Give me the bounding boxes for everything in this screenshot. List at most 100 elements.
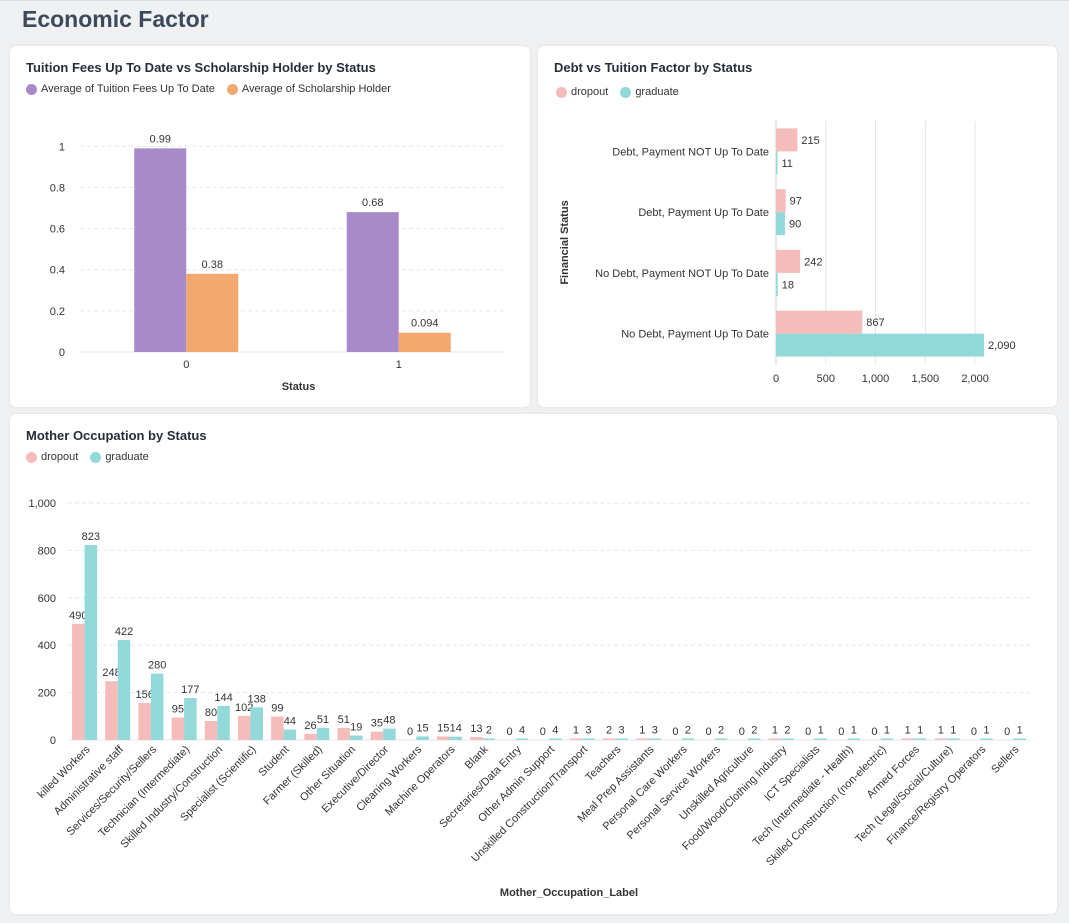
bar-graduate-11 <box>449 736 462 740</box>
bar-graduate-3 <box>776 333 985 357</box>
bar-dropout-17 <box>636 738 649 740</box>
legend-dot-dropout <box>26 451 37 463</box>
data-label: 0 <box>1004 726 1010 738</box>
data-label: 280 <box>148 660 166 672</box>
x-tick-label: 0 <box>183 359 189 371</box>
bar-dropout-2 <box>776 249 801 273</box>
data-label: 0.094 <box>411 318 439 330</box>
page-title: Economic Factor <box>22 6 209 32</box>
bar-graduate-15 <box>582 738 595 740</box>
bar-graduate-22 <box>814 738 827 740</box>
data-label: 2 <box>784 725 790 737</box>
y-axis-title: Financial Status <box>559 200 571 284</box>
data-label: 4 <box>552 725 558 737</box>
legend-item-graduate[interactable]: graduate <box>620 86 679 98</box>
data-label: 3 <box>652 725 658 737</box>
bar-graduate-12 <box>482 738 496 740</box>
data-label: 0 <box>838 726 844 738</box>
data-label: 51 <box>338 714 350 726</box>
legend-label-tuition-fees: Average of Tuition Fees Up To Date <box>41 83 215 95</box>
legend-label-dropout: dropout <box>41 451 79 463</box>
legend-label-dropout: dropout <box>571 86 609 98</box>
bar-graduate-1 <box>776 212 785 236</box>
bar-dropout-1 <box>105 681 118 740</box>
data-label: 144 <box>214 692 232 704</box>
bar-dropout-3 <box>776 310 863 334</box>
y-tick-label: 200 <box>38 688 56 700</box>
legend-item-graduate[interactable]: graduate <box>90 451 149 463</box>
data-label: 4 <box>519 725 525 737</box>
data-label: 2 <box>606 725 612 737</box>
legend-item-scholarship[interactable]: Average of Scholarship Holder <box>226 83 391 95</box>
data-label: 0 <box>971 726 977 738</box>
bar-graduate-7 <box>316 727 330 740</box>
bar-dropout-12 <box>470 736 483 740</box>
y-tick-label: 0.8 <box>50 182 65 194</box>
bar-graduate-10 <box>416 736 429 740</box>
debt-chart-title: Debt vs Tuition Factor by Status <box>554 60 753 75</box>
y-tick-label: 0 <box>59 347 65 359</box>
data-label: 0.68 <box>362 197 383 209</box>
bar-dropout-21 <box>768 738 782 740</box>
bar-graduate-2 <box>150 673 164 740</box>
bar-graduate-8 <box>349 735 363 740</box>
data-label: 2 <box>751 725 757 737</box>
x-tick-label: Skilled Construction (non-electric) <box>764 744 889 869</box>
x-tick-label: 1,000 <box>862 373 890 385</box>
mother-chart-title: Mother Occupation by Status <box>26 428 207 443</box>
y-tick-label: Debt, Payment Up To Date <box>638 207 769 219</box>
legend-item-dropout[interactable]: dropout <box>26 451 78 463</box>
data-label: 0 <box>507 726 513 738</box>
legend-label-graduate: graduate <box>635 86 679 98</box>
legend-item-tuition-fees[interactable]: Average of Tuition Fees Up To Date <box>26 83 215 95</box>
legend-dot-orange <box>226 83 238 95</box>
data-label: 19 <box>350 721 362 733</box>
data-label: 0 <box>871 726 877 738</box>
legend-item-dropout[interactable]: dropout <box>556 86 608 98</box>
legend-dot-graduate <box>90 451 102 463</box>
data-label: 138 <box>248 693 266 705</box>
bar-graduate-26 <box>947 738 960 740</box>
bar-graduate-21 <box>781 738 794 740</box>
tuition-chart-title: Tuition Fees Up To Date vs Scholarship H… <box>26 60 376 75</box>
bar-graduate-5 <box>250 707 263 740</box>
x-tick-label: 0 <box>773 373 779 385</box>
debt-legend: dropout graduate <box>556 86 679 98</box>
bar-graduate-16 <box>615 738 628 740</box>
data-label: 1 <box>938 725 944 737</box>
data-label: 1 <box>905 725 911 737</box>
data-label: 48 <box>383 715 395 727</box>
y-tick-label: Debt, Payment NOT Up To Date <box>612 146 769 158</box>
data-label: 90 <box>789 219 801 231</box>
bar-dropout-6 <box>271 716 284 740</box>
data-label: 15 <box>416 722 428 734</box>
bar-graduate-14 <box>549 738 562 740</box>
bar-dropout-7 <box>304 733 317 740</box>
bar-graduate-2 <box>776 272 778 296</box>
data-label: 99 <box>271 703 283 715</box>
data-label: 44 <box>284 716 296 728</box>
data-label: 1 <box>917 725 923 737</box>
debt-bar-chart: 0 500 1,000 1,500 2,000 215 11 Debt, Payment NO… <box>559 121 1016 385</box>
data-label: 2 <box>486 725 492 737</box>
data-label: 2 <box>718 725 724 737</box>
tuition-legend: Average of Tuition Fees Up To Date Avera… <box>26 83 391 95</box>
tuition-chart-card: Tuition Fees Up To Date vs Scholarship H… <box>10 46 530 407</box>
data-label: 242 <box>804 256 822 268</box>
data-label: 422 <box>115 626 133 638</box>
data-label: 1 <box>573 725 579 737</box>
bar-dropout-26 <box>934 738 948 740</box>
data-label: 0 <box>540 726 546 738</box>
bar-graduate-4 <box>217 705 230 740</box>
bar-graduate-28 <box>1013 738 1026 740</box>
data-label: 0 <box>706 726 712 738</box>
bar-dropout-8 <box>337 727 350 740</box>
x-tick-label: Sellers <box>989 743 1022 776</box>
data-label: 0 <box>805 726 811 738</box>
bar-graduate-25 <box>913 738 927 740</box>
x-tick-label: Blank <box>463 743 491 771</box>
bar-dropout-1 <box>776 189 786 213</box>
data-label: 1 <box>639 725 645 737</box>
data-label: 1 <box>884 725 890 737</box>
